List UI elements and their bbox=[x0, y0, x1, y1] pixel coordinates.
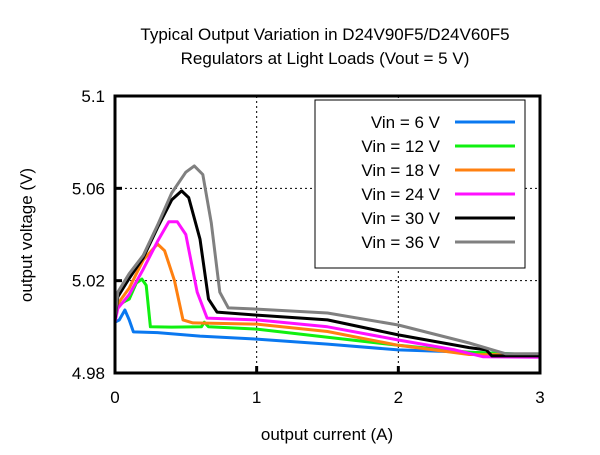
y-axis-label: output voltage (V) bbox=[17, 168, 36, 302]
x-tick-label: 2 bbox=[394, 388, 403, 407]
x-tick-label: 3 bbox=[535, 388, 544, 407]
y-tick-label: 5.06 bbox=[72, 179, 105, 198]
y-tick-label: 5.1 bbox=[81, 87, 105, 106]
chart-title-line-1: Typical Output Variation in D24V90F5/D24… bbox=[140, 25, 509, 44]
legend-label: Vin = 12 V bbox=[361, 137, 440, 156]
legend: Vin = 6 V Vin = 12 V Vin = 18 V Vin = 24 V V… bbox=[314, 99, 526, 269]
legend-label: Vin = 30 V bbox=[361, 209, 440, 228]
plot-frame bbox=[113, 94, 542, 375]
x-axis-label: output current (A) bbox=[261, 425, 393, 444]
legend-label: Vin = 6 V bbox=[371, 113, 441, 132]
x-tick-label: 1 bbox=[252, 388, 261, 407]
legend-label: Vin = 36 V bbox=[361, 233, 440, 252]
y-tick-label: 4.98 bbox=[72, 364, 105, 383]
series-line-3 bbox=[113, 242, 541, 357]
x-tick-label: 0 bbox=[110, 388, 119, 407]
legend-label: Vin = 18 V bbox=[361, 161, 440, 180]
series-line-5 bbox=[113, 189, 540, 358]
series-line-1 bbox=[114, 308, 541, 357]
chart-title-line-2: Regulators at Light Loads (Vout = 5 V) bbox=[181, 49, 470, 68]
legend-box bbox=[314, 99, 526, 269]
series-group bbox=[113, 164, 541, 359]
series-line-4 bbox=[113, 220, 541, 359]
series-line-2 bbox=[113, 277, 541, 357]
series-line-6 bbox=[113, 164, 540, 356]
legend-label: Vin = 24 V bbox=[361, 185, 440, 204]
ticks: 0 1 2 3 4.98 5.02 5.06 5.1 bbox=[72, 87, 545, 407]
y-tick-label: 5.02 bbox=[72, 272, 105, 291]
